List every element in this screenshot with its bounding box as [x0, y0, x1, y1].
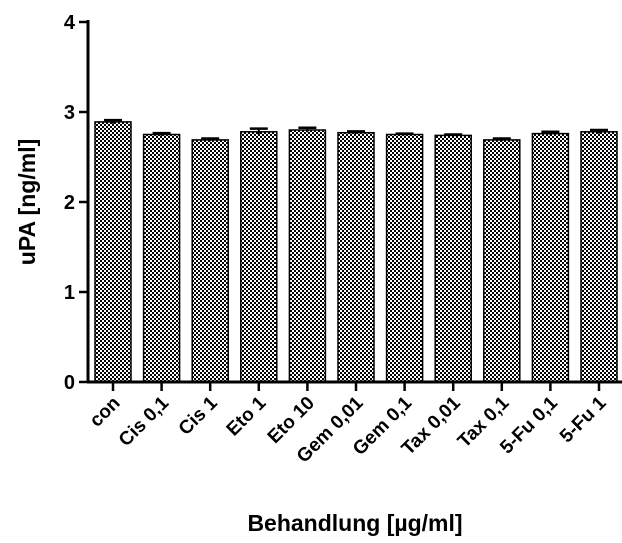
error-bars-group	[104, 118, 608, 142]
bar-6	[385, 133, 424, 383]
bar-0	[94, 121, 132, 383]
bar-1	[142, 133, 181, 383]
bar-8	[483, 139, 521, 383]
bar-7	[434, 134, 472, 383]
y-tick-label-1: 1	[64, 282, 75, 304]
y-ticks-group: 0 1 2 3 4	[64, 12, 88, 394]
y-axis-title: uPA [ng/ml]	[14, 139, 40, 265]
bar-5	[337, 131, 375, 383]
bar-3	[240, 131, 278, 383]
x-tick-label-10: 5-Fu 1	[556, 392, 611, 447]
y-tick-label-3: 3	[64, 102, 75, 124]
bar-4	[288, 129, 327, 383]
y-tick-label-0: 0	[64, 372, 75, 394]
bar-2	[191, 139, 229, 383]
x-tick-label-0: con	[86, 393, 125, 432]
x-tick-label-2: Cis 1	[175, 392, 222, 439]
bars-group	[94, 121, 618, 383]
bar-10	[580, 131, 618, 383]
y-tick-label-2: 2	[64, 192, 75, 214]
x-axis-title: Behandlung [µg/ml]	[247, 510, 462, 536]
y-tick-label-4: 4	[64, 12, 76, 34]
bar-9	[531, 132, 570, 383]
x-tick-label-1: Cis 0,1	[115, 392, 173, 450]
